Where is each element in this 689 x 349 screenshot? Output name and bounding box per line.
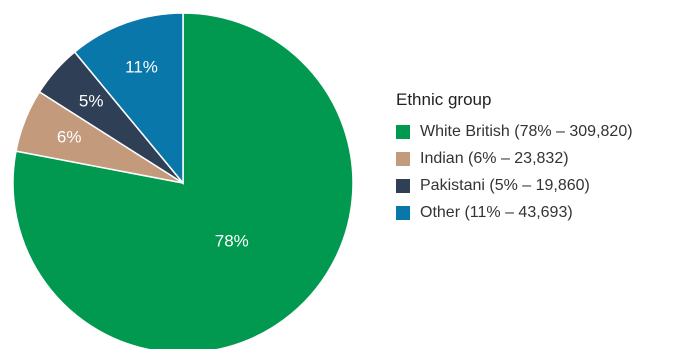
legend-title: Ethnic group [396,90,492,109]
legend-label: White British (78% – 309,820) [420,122,633,140]
slice-label-indian: 6% [57,127,82,146]
legend-swatch [396,124,410,139]
legend-item-other: Other (11% – 43,693) [396,199,686,226]
legend-label: Indian (6% – 23,832) [420,149,569,167]
legend: Ethnic group White British (78% – 309,82… [396,90,686,226]
pie-chart: 78% 6% 5% 11% [12,12,354,349]
legend-swatch [396,178,410,193]
legend-item-white-british: White British (78% – 309,820) [396,118,686,145]
pie-slice-other [73,12,184,186]
legend-item-indian: Indian (6% – 23,832) [396,145,686,172]
slice-label-other: 11% [125,57,158,76]
legend-label: Other (11% – 43,693) [420,203,573,221]
slice-label-pakistani: 5% [79,92,104,111]
slice-label-white-british: 78% [215,231,249,250]
pie-slice-white-british [12,12,354,349]
legend-label: Pakistani (5% – 19,860) [420,176,590,194]
legend-item-pakistani: Pakistani (5% – 19,860) [396,172,686,199]
legend-swatch [396,151,410,166]
legend-swatch [396,205,410,220]
